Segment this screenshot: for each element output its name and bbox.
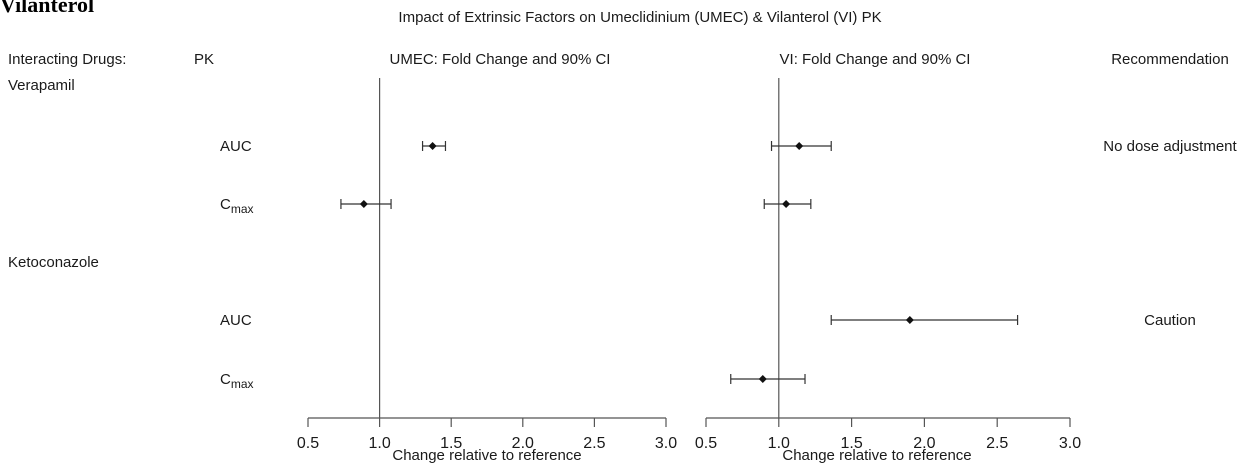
- header-interacting-drugs: Interacting Drugs:: [8, 51, 126, 68]
- header-recommendation: Recommendation: [1111, 51, 1229, 68]
- drug-label: Ketoconazole: [8, 254, 99, 271]
- point-estimate: [905, 316, 914, 324]
- header-pk: PK: [194, 51, 214, 68]
- vi-x-axis-label: Change relative to reference: [782, 447, 971, 464]
- recommendation-label: No dose adjustment: [1103, 138, 1237, 155]
- point-estimate: [758, 375, 767, 383]
- x-tick-label: 3.0: [655, 435, 677, 452]
- x-tick-label: 3.0: [1059, 435, 1081, 452]
- chart-title: Impact of Extrinsic Factors on Umeclidin…: [398, 9, 881, 26]
- x-tick-label: 2.5: [986, 435, 1008, 452]
- umec-x-axis-label: Change relative to reference: [392, 447, 581, 464]
- point-estimate: [359, 200, 368, 208]
- x-tick-label: 0.5: [297, 435, 319, 452]
- umec-panel: 0.5 1.0 1.5 2.0 2.5 3.0: [297, 78, 677, 452]
- header-vi: VI: Fold Change and 90% CI: [780, 51, 971, 68]
- vi-panel: 0.5 1.0 1.5 2.0 2.5 3.0: [695, 78, 1081, 452]
- point-estimate: [428, 142, 437, 150]
- cut-header-text: Vilanterol: [0, 0, 94, 17]
- x-tick-label: 2.5: [583, 435, 605, 452]
- pk-label: Cmax: [220, 196, 254, 216]
- x-tick-label: 1.0: [768, 435, 790, 452]
- drug-label: Verapamil: [8, 77, 75, 94]
- pk-label: Cmax: [220, 371, 254, 391]
- rows-layer: Verapamil AUC No dose adjustment Cmax Ketoco…: [8, 77, 1238, 391]
- header-umec: UMEC: Fold Change and 90% CI: [390, 51, 611, 68]
- recommendation-label: Caution: [1144, 312, 1196, 329]
- point-estimate: [782, 200, 791, 208]
- pk-label: AUC: [220, 312, 252, 329]
- x-tick-label: 1.5: [840, 435, 862, 452]
- x-tick-label: 1.5: [440, 435, 462, 452]
- x-tick-label: 2.0: [913, 435, 935, 452]
- x-tick-label: 1.0: [368, 435, 390, 452]
- x-tick-label: 2.0: [512, 435, 534, 452]
- point-estimate: [795, 142, 804, 150]
- x-tick-label: 0.5: [695, 435, 717, 452]
- pk-label: AUC: [220, 138, 252, 155]
